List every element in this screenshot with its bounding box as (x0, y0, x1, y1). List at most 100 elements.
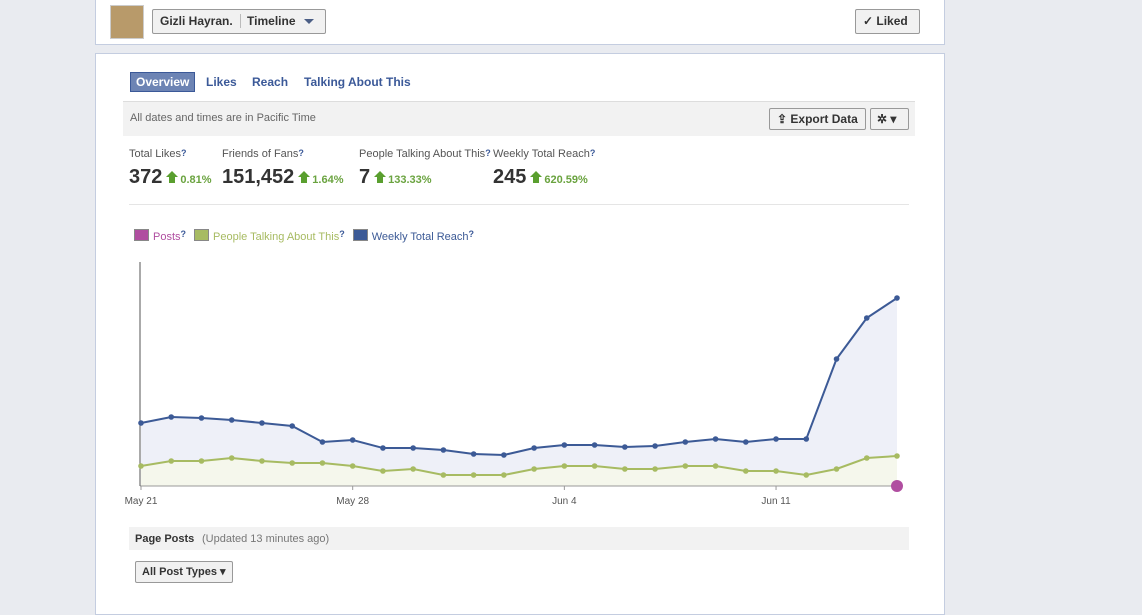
data-point (168, 414, 175, 420)
data-point (561, 463, 568, 469)
stat-value: 372 (129, 166, 163, 188)
stat-change: 133.33% (388, 174, 432, 186)
data-point (198, 458, 205, 464)
chart: May 21 May 28 Jun 4 Jun 11 (125, 262, 903, 507)
stat-row: 151,452 1.64% (222, 166, 344, 189)
data-point (289, 423, 296, 429)
data-point (198, 415, 205, 421)
data-point (803, 436, 810, 442)
stat-label: Total Likes? (129, 148, 186, 160)
data-point (168, 458, 175, 464)
export-label: Export Data (790, 112, 858, 126)
data-point (894, 295, 900, 301)
data-point (228, 417, 235, 423)
legend-swatch (194, 229, 210, 241)
stat-value: 151,452 (222, 166, 295, 188)
data-point (501, 472, 507, 478)
page: Gizli Hayran. Timeline ✓ Liked Overview … (95, 0, 945, 615)
x-tick-label: Jun 11 (761, 496, 791, 507)
up-arrow (298, 171, 311, 183)
stat-change: 0.81% (180, 174, 212, 186)
data-point (894, 453, 900, 459)
data-point (652, 466, 658, 472)
tab[interactable]: Reach (252, 75, 289, 89)
data-point (501, 452, 507, 458)
legend-label: People Talking About This (213, 231, 340, 243)
help-mark: ? (485, 148, 491, 158)
area (141, 456, 897, 486)
divider (129, 204, 909, 205)
data-point (470, 451, 477, 457)
data-point (531, 445, 537, 451)
page-name: Gizli Hayran. (160, 14, 233, 28)
data-point (712, 463, 719, 469)
data-point (591, 463, 598, 469)
stat-label-text: Total Likes (129, 148, 181, 160)
area (141, 298, 897, 486)
help-mark: ? (468, 229, 475, 239)
series-line (140, 455, 898, 477)
x-tick-label: May 28 (336, 496, 369, 507)
tab[interactable]: Likes (206, 75, 237, 89)
data-point (380, 445, 386, 451)
legend-label: Posts (153, 231, 181, 243)
data-point (259, 420, 265, 426)
settings-button[interactable]: ✲ ▾ (870, 108, 909, 130)
stat-label: People Talking About This? (359, 148, 491, 160)
data-point (773, 436, 779, 442)
liked-button[interactable]: ✓ Liked (855, 9, 920, 34)
tab[interactable]: Overview (130, 72, 196, 92)
stat-label: Friends of Fans? (222, 148, 304, 160)
stat-label-text: People Talking About This (359, 148, 486, 160)
data-point (803, 472, 810, 478)
stat-row: 372 0.81% (129, 166, 212, 189)
data-point (380, 468, 386, 474)
stat-label-text: Weekly Total Reach (493, 148, 590, 160)
data-point (470, 472, 477, 478)
data-point (138, 463, 144, 469)
data-point (622, 466, 628, 472)
data-point (440, 472, 447, 478)
help-mark: ? (180, 148, 187, 158)
data-point (410, 445, 416, 451)
legend-swatch (352, 229, 368, 241)
data-point (440, 447, 447, 453)
stat-row: 245 620.59% (493, 166, 588, 189)
data-point (682, 463, 689, 469)
data-point (682, 439, 689, 445)
stat-label-text: Friends of Fans (222, 148, 299, 160)
x-tick-label: May 21 (125, 496, 158, 507)
data-point (891, 480, 903, 492)
stat-change: 1.64% (312, 174, 344, 186)
post-type-filter[interactable]: All Post Types ▾ (135, 561, 233, 583)
legend-item: Posts? (134, 229, 186, 243)
help-mark: ? (180, 229, 187, 239)
help-mark: ? (339, 229, 345, 239)
page-avatar[interactable] (110, 5, 144, 39)
data-point (591, 442, 598, 448)
data-point (289, 460, 296, 466)
export-button[interactable]: ⇪ Export Data (769, 108, 866, 130)
up-arrow (166, 171, 179, 183)
data-point (833, 466, 840, 472)
legend-item: People Talking About This? (194, 229, 345, 243)
up-arrow (530, 171, 543, 183)
help-mark: ? (298, 148, 304, 158)
stat-label: Weekly Total Reach? (493, 148, 595, 160)
insights-panel (95, 53, 945, 615)
data-point (349, 437, 356, 443)
data-point (743, 439, 749, 445)
data-point (712, 436, 719, 442)
data-point (138, 420, 144, 426)
data-point (531, 466, 537, 472)
data-point (773, 468, 779, 474)
posts-header (129, 527, 909, 550)
data-point (561, 442, 568, 448)
page-switcher[interactable]: Gizli Hayran. Timeline (152, 9, 326, 34)
legend-swatch (134, 229, 149, 241)
data-point (652, 443, 658, 449)
tab[interactable]: Talking About This (304, 75, 411, 89)
data-point (622, 444, 628, 450)
view-name: Timeline (240, 14, 296, 28)
data-point (833, 356, 840, 362)
